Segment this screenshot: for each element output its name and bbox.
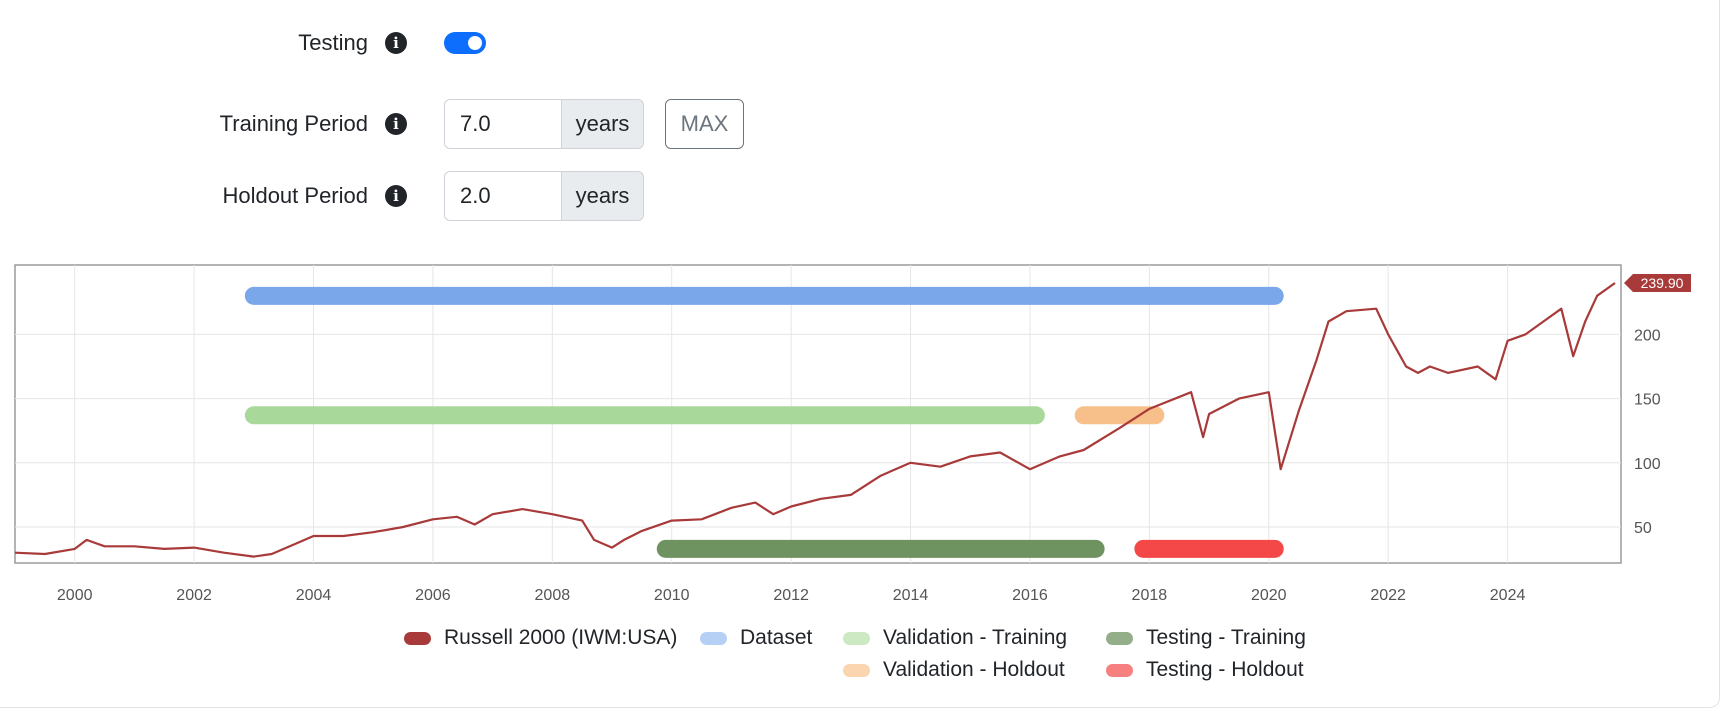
- testing-label: Testing: [298, 30, 368, 55]
- legend-label: Validation - Training: [883, 626, 1068, 649]
- y-tick-label: 50: [1634, 520, 1652, 537]
- holdout-period-unit: years: [562, 171, 644, 221]
- x-tick-label: 2024: [1490, 587, 1526, 604]
- max-button[interactable]: MAX: [665, 99, 744, 149]
- testing-row: Testing i: [0, 17, 900, 69]
- training-period-row: Training Period i years MAX: [0, 98, 900, 150]
- legend-swatch-dataset: [700, 631, 727, 645]
- holdout-period-label: Holdout Period: [222, 183, 368, 208]
- legend-item-testing-holdout[interactable]: Testing - Holdout: [1106, 656, 1304, 684]
- legend-label: Testing - Holdout: [1146, 658, 1304, 681]
- x-tick-label: 2014: [893, 587, 929, 604]
- info-icon[interactable]: i: [385, 185, 407, 207]
- x-tick-label: 2018: [1132, 587, 1168, 604]
- x-tick-label: 2008: [535, 587, 571, 604]
- x-tick-label: 2020: [1251, 587, 1287, 604]
- legend-item-testing-training[interactable]: Testing - Training: [1106, 624, 1306, 652]
- testing-toggle[interactable]: [444, 32, 486, 54]
- legend-label: Dataset: [740, 626, 813, 649]
- holdout-period-row: Holdout Period i years: [0, 170, 900, 222]
- legend-swatch-russell: [404, 631, 431, 645]
- x-tick-label: 2004: [296, 587, 332, 604]
- x-tick-label: 2002: [176, 587, 212, 604]
- training-period-label: Training Period: [219, 111, 368, 136]
- holdout-period-group: years: [444, 171, 644, 221]
- training-period-unit: years: [562, 99, 644, 149]
- legend-swatch-testing-holdout: [1106, 663, 1133, 677]
- x-tick-label: 2012: [773, 587, 809, 604]
- legend-item-russell[interactable]: Russell 2000 (IWM:USA): [404, 624, 677, 652]
- legend-item-dataset[interactable]: Dataset: [700, 624, 812, 652]
- holdout-period-input[interactable]: [444, 171, 562, 221]
- price-series-line: [14, 282, 1616, 558]
- y-tick-label: 150: [1634, 392, 1661, 409]
- legend-item-validation-training[interactable]: Validation - Training: [843, 624, 1067, 652]
- toggle-knob: [468, 36, 482, 50]
- legend-swatch-validation-holdout: [843, 663, 870, 677]
- y-tick-label: 200: [1634, 327, 1661, 344]
- info-icon[interactable]: i: [385, 113, 407, 135]
- legend-swatch-testing-training: [1106, 631, 1133, 645]
- training-period-input[interactable]: [444, 99, 562, 149]
- last-value-tag: [1633, 273, 1691, 292]
- x-tick-label: 2010: [654, 587, 690, 604]
- legend-item-validation-holdout[interactable]: Validation - Holdout: [843, 656, 1065, 684]
- x-tick-label: 2016: [1012, 587, 1048, 604]
- x-tick-label: 2000: [57, 587, 93, 604]
- y-tick-label: 100: [1634, 456, 1661, 473]
- info-icon[interactable]: i: [385, 32, 407, 54]
- price-chart[interactable]: 2000 2002 2004 2006 2008 2010 2012 2014 2016 2018…: [0, 0, 1722, 620]
- x-tick-label: 2022: [1370, 587, 1406, 604]
- chart-legend: Russell 2000 (IWM:USA) Dataset Validatio…: [0, 624, 1722, 694]
- last-value-pointer: [1624, 273, 1633, 292]
- legend-swatch-validation-training: [843, 631, 870, 645]
- x-tick-label: 2006: [415, 587, 451, 604]
- training-period-group: years: [444, 99, 644, 149]
- legend-label: Validation - Holdout: [883, 658, 1065, 681]
- legend-label: Russell 2000 (IWM:USA): [444, 626, 678, 649]
- last-value-label: 239.90: [1641, 275, 1684, 291]
- legend-label: Testing - Training: [1146, 626, 1306, 649]
